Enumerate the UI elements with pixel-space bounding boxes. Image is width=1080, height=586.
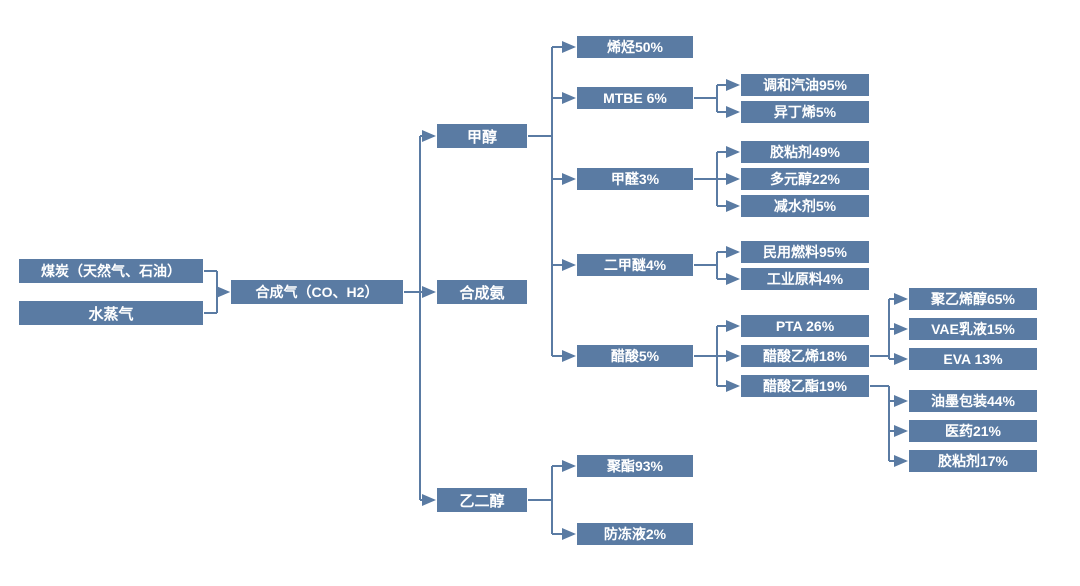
node-olefin: 烯烃50% bbox=[576, 35, 694, 59]
node-coal: 煤炭（天然气、石油） bbox=[18, 258, 204, 284]
node-glycol: 乙二醇 bbox=[436, 487, 528, 513]
node-glue1: 胶粘剂49% bbox=[740, 140, 870, 164]
node-vae: VAE乳液15% bbox=[908, 317, 1038, 341]
node-acetic: 醋酸5% bbox=[576, 344, 694, 368]
node-ink: 油墨包装44% bbox=[908, 389, 1038, 413]
node-ammonia: 合成氨 bbox=[436, 279, 528, 305]
node-vinylac: 醋酸乙烯18% bbox=[740, 344, 870, 368]
node-eva: EVA 13% bbox=[908, 347, 1038, 371]
node-glue2: 胶粘剂17% bbox=[908, 449, 1038, 473]
node-indmat: 工业原料4% bbox=[740, 267, 870, 291]
node-syngas: 合成气（CO、H2） bbox=[230, 279, 404, 305]
node-polyol: 多元醇22% bbox=[740, 167, 870, 191]
node-mtbe: MTBE 6% bbox=[576, 86, 694, 110]
node-steam: 水蒸气 bbox=[18, 300, 204, 326]
node-pta: PTA 26% bbox=[740, 314, 870, 338]
node-isobutene: 异丁烯5% bbox=[740, 100, 870, 124]
node-pva: 聚乙烯醇65% bbox=[908, 287, 1038, 311]
node-ethylac: 醋酸乙酯19% bbox=[740, 374, 870, 398]
node-antifreeze: 防冻液2% bbox=[576, 522, 694, 546]
node-civfuel: 民用燃料95% bbox=[740, 240, 870, 264]
node-blendgas: 调和汽油95% bbox=[740, 73, 870, 97]
node-polyester: 聚酯93% bbox=[576, 454, 694, 478]
node-med: 医药21% bbox=[908, 419, 1038, 443]
node-methanol: 甲醇 bbox=[436, 123, 528, 149]
node-dme: 二甲醚4% bbox=[576, 253, 694, 277]
node-reducer: 减水剂5% bbox=[740, 194, 870, 218]
node-formald: 甲醛3% bbox=[576, 167, 694, 191]
